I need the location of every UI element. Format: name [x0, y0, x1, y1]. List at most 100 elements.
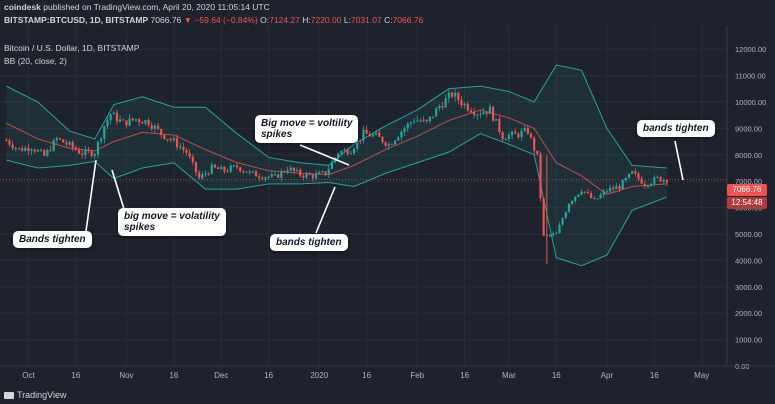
- candle-body: [81, 153, 84, 156]
- callout-arrow: [674, 140, 684, 181]
- candle-body: [485, 112, 488, 114]
- candle-body: [267, 176, 270, 178]
- candle-body: [198, 172, 201, 179]
- y-tick-label: 4000.00: [735, 256, 762, 265]
- y-tick-label: 12000.00: [735, 45, 766, 54]
- candle-body: [631, 171, 634, 174]
- bar-close-timer: 12:54:48: [727, 197, 767, 209]
- candle-body: [62, 139, 65, 143]
- candle-body: [397, 137, 400, 141]
- candle-body: [299, 169, 302, 176]
- candle-body: [156, 125, 160, 129]
- candle-body: [400, 131, 403, 138]
- callout-arrow: [85, 159, 97, 232]
- candle-body: [517, 133, 520, 138]
- symbol-name[interactable]: BITSTAMP:BTCUSD, 1D, BITSTAMP: [4, 15, 149, 25]
- candle-body: [422, 119, 425, 122]
- candle-body: [8, 140, 11, 145]
- candle-body: [217, 167, 220, 170]
- candle-body: [640, 178, 643, 184]
- candle-body: [384, 142, 387, 146]
- candle-body: [314, 173, 318, 179]
- candle-body: [261, 177, 264, 180]
- y-tick-label: 9000.00: [735, 124, 762, 133]
- candle-body: [356, 140, 359, 149]
- candle-body: [191, 156, 194, 162]
- y-tick-label: 8000.00: [735, 151, 762, 160]
- candle-body: [662, 179, 665, 182]
- candle-body: [387, 143, 390, 146]
- last-price: 7066.76: [150, 15, 182, 25]
- candle-body: [296, 169, 299, 171]
- close-label: C:: [384, 15, 393, 25]
- candle-body: [239, 167, 242, 172]
- candle-body: [412, 121, 416, 123]
- candle-body: [441, 105, 444, 108]
- candle-body: [49, 149, 52, 151]
- candle-body: [21, 148, 24, 151]
- candle-body: [210, 164, 213, 174]
- candle-body: [375, 132, 378, 135]
- y-tick-label: 7000.00: [735, 177, 762, 186]
- candle-body: [450, 92, 454, 97]
- candle-body: [220, 166, 223, 170]
- candle-body: [596, 198, 599, 200]
- candle-body: [583, 191, 586, 193]
- candle-body: [30, 149, 33, 151]
- y-tick-label: 1000.00: [735, 336, 762, 345]
- candle-body: [324, 171, 327, 176]
- candle-body: [431, 116, 435, 118]
- open-label: O:: [260, 15, 270, 25]
- candle-body: [403, 128, 406, 132]
- candle-body: [52, 140, 55, 151]
- open-value: 7124.27: [269, 15, 300, 25]
- candle-body: [77, 149, 81, 154]
- candle-body: [469, 110, 473, 113]
- bollinger-bands: [6, 64, 668, 267]
- candle-body: [68, 142, 71, 145]
- candle-body: [529, 133, 533, 138]
- candle-body: [33, 149, 36, 152]
- candle-body: [137, 119, 141, 123]
- x-tick-label: 2020: [310, 371, 328, 380]
- callout-bands-tighten-2: bands tighten: [270, 234, 348, 251]
- candle-body: [147, 120, 150, 126]
- candle-body: [308, 173, 311, 175]
- y-tick-label: 11000.00: [735, 72, 766, 81]
- candle-body: [112, 112, 115, 115]
- candle-body: [409, 122, 413, 124]
- candle-body: [466, 103, 469, 111]
- candle-body: [185, 149, 188, 153]
- candle-body: [11, 144, 14, 149]
- tradingview-logo[interactable]: TradingView: [4, 390, 67, 400]
- candle-body: [605, 191, 608, 193]
- candle-body: [163, 134, 166, 140]
- y-tick-label: 2000.00: [735, 309, 762, 318]
- low-label: L:: [343, 15, 351, 25]
- publish-line: coindesk published on TradingView.com, A…: [4, 2, 270, 12]
- publish-info: published on TradingView.com, April 20, …: [43, 2, 270, 12]
- candle-body: [574, 196, 577, 201]
- candle-body: [128, 118, 131, 126]
- candle-body: [232, 165, 236, 167]
- candle-body: [188, 152, 191, 157]
- candle-body: [71, 142, 74, 148]
- symbol-line: BITSTAMP:BTCUSD, 1D, BITSTAMP 7066.76 ▼ …: [4, 15, 423, 25]
- candle-body: [321, 171, 324, 173]
- publisher-name[interactable]: coindesk: [4, 2, 41, 12]
- candle-body: [14, 147, 17, 149]
- time-axis[interactable]: Oct 16 Nov 16 Dec 16 2020 16 Feb 16 Mar 16 Apr 16 May: [0, 365, 775, 380]
- candle-body: [580, 191, 583, 195]
- lower-band: [6, 133, 668, 267]
- candle-body: [542, 198, 545, 236]
- indicator-legend[interactable]: BB (20, close, 2): [4, 56, 67, 66]
- candle-body: [495, 118, 498, 121]
- candle-body: [100, 138, 103, 142]
- high-label: H:: [302, 15, 311, 25]
- candle-body: [457, 92, 460, 101]
- candle-body: [463, 103, 466, 106]
- candle-body: [533, 137, 536, 151]
- callout-arrow: [315, 186, 336, 234]
- candle-body: [264, 177, 267, 180]
